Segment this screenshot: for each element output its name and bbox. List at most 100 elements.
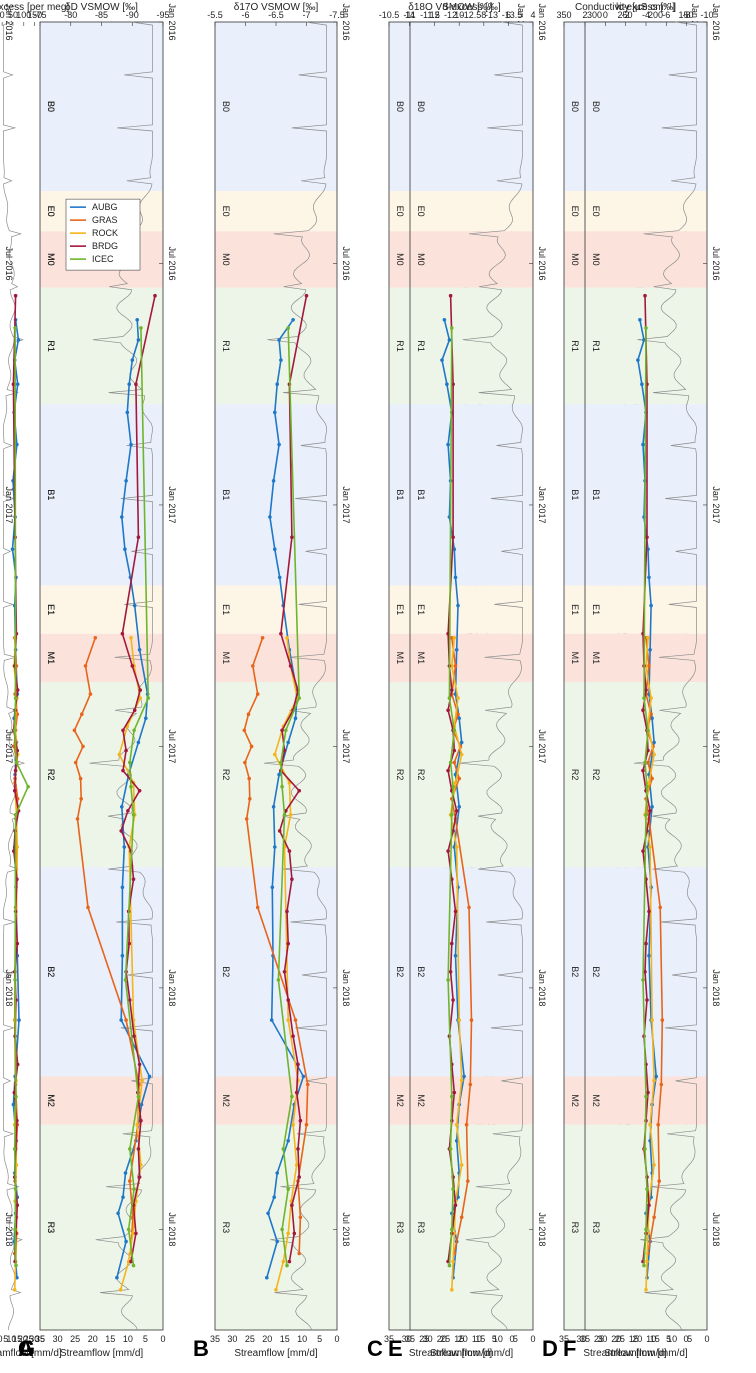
y2label: Streamflow [mm/d]	[0, 1348, 62, 1359]
period-band-E0	[410, 191, 533, 232]
point-ROCK	[131, 1231, 135, 1236]
ytick-label: -11.5	[420, 10, 440, 20]
period-label: R1	[46, 340, 56, 352]
point-ICEC	[13, 1227, 17, 1232]
point-AUBG	[147, 1074, 152, 1079]
point-BRDG	[11, 382, 16, 387]
y2tick-label: 5	[513, 1334, 518, 1344]
point-ICEC	[13, 696, 18, 700]
point-BRDG	[15, 688, 20, 692]
point-ICEC	[13, 978, 17, 982]
point-GRAS	[246, 712, 251, 716]
point-BRDG	[452, 748, 457, 753]
period-label: B1	[570, 489, 580, 500]
point-BRDG	[647, 1203, 651, 1207]
point-ROCK	[285, 636, 289, 640]
point-BRDG	[641, 849, 645, 853]
point-BRDG	[120, 631, 125, 636]
point-AUBG	[275, 1171, 280, 1175]
point-AUBG	[120, 515, 124, 519]
ytick-label: -8	[683, 10, 691, 20]
point-AUBG	[132, 603, 137, 608]
xtick-label: Jan 2016	[537, 3, 547, 40]
y2tick-label: 30	[402, 1334, 412, 1344]
point-ICEC	[450, 326, 454, 330]
point-ROCK	[644, 1288, 648, 1292]
point-BRDG	[451, 998, 455, 1002]
ylabel: δ18O VSMOW [‰]	[408, 2, 493, 13]
point-BRDG	[15, 1203, 20, 1207]
point-BRDG	[643, 970, 647, 974]
y2tick-label: 10	[6, 1334, 16, 1344]
point-ICEC	[276, 978, 281, 982]
period-label: B0	[395, 101, 405, 112]
point-GRAS	[468, 1082, 473, 1087]
period-band-B1	[410, 404, 533, 586]
point-ROCK	[457, 1018, 462, 1022]
point-BRDG	[132, 708, 137, 712]
point-BRDG	[138, 688, 142, 692]
point-GRAS	[469, 1018, 474, 1022]
point-BRDG	[127, 941, 131, 946]
ylabel: 17O-excess [per meg]	[0, 2, 69, 13]
period-label: M1	[416, 652, 426, 665]
y2tick-label: 0	[683, 1334, 688, 1344]
ytick-label: 250	[617, 10, 632, 20]
period-band-M0	[215, 231, 337, 288]
y2tick-label: 10	[646, 1334, 656, 1344]
point-ICEC	[14, 760, 19, 765]
point-AUBG	[649, 603, 653, 608]
legend-label: GRAS	[92, 215, 118, 225]
period-band-E1	[215, 585, 337, 634]
period-label: B0	[416, 101, 426, 112]
period-label: M2	[395, 1094, 405, 1107]
xtick-label: Jul 2017	[167, 729, 177, 763]
ytick-label: -7.5	[329, 10, 345, 20]
period-band-B2	[40, 867, 163, 1077]
point-ROCK	[135, 1122, 139, 1127]
point-ICEC	[284, 728, 288, 733]
point-GRAS	[88, 692, 93, 696]
point-BRDG	[292, 1231, 297, 1236]
point-BRDG	[124, 748, 128, 753]
point-BRDG	[294, 1090, 299, 1095]
period-label: B1	[416, 489, 426, 500]
point-ROCK	[452, 1231, 457, 1236]
period-band-M1	[410, 633, 533, 683]
point-AUBG	[286, 740, 291, 745]
period-label: E0	[416, 206, 426, 217]
period-label: M1	[46, 652, 56, 665]
y2tick-label: 10	[123, 1334, 133, 1344]
period-band-B0	[585, 22, 707, 192]
y2tick-label: 10	[493, 1334, 503, 1344]
period-label: M1	[221, 652, 231, 665]
panel-letter: D	[542, 1336, 558, 1361]
ylabel: δ17O VSMOW [‰]	[234, 2, 319, 13]
point-ROCK	[648, 1122, 652, 1127]
point-ICEC	[128, 760, 132, 765]
point-BRDG	[290, 877, 294, 881]
point-ICEC	[644, 1094, 648, 1099]
ytick-label: -80	[64, 10, 77, 20]
point-BRDG	[298, 1118, 303, 1123]
point-ICEC	[12, 1147, 17, 1151]
legend-box	[65, 198, 141, 271]
ytick-label: 100	[16, 10, 31, 20]
point-ICEC	[645, 1187, 649, 1191]
point-ROCK	[652, 1078, 656, 1083]
point-AUBG	[273, 410, 277, 415]
ytick-label: 50	[8, 10, 18, 20]
period-label: M2	[221, 1094, 231, 1107]
period-band-E1	[410, 585, 533, 634]
y2tick-label: 30	[423, 1334, 433, 1344]
period-label: R1	[570, 340, 580, 352]
legend-label: BRDG	[92, 241, 118, 251]
panel-letter: C	[367, 1336, 383, 1361]
xtick-label: Jan 2016	[4, 3, 14, 40]
point-ICEC	[280, 1227, 284, 1232]
ylabel: lc-excess [‰]	[616, 2, 676, 13]
ytick-label: -85	[95, 10, 108, 20]
ylabel: Conductivity [μS.cm⁻¹]	[575, 2, 675, 13]
series-line-BRDG	[120, 295, 156, 1262]
xtick-label: Jan 2017	[341, 486, 351, 523]
